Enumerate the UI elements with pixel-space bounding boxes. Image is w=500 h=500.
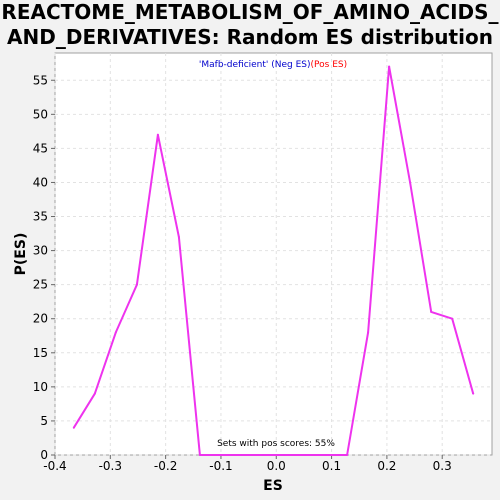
data-point	[346, 454, 349, 456]
series-layer	[72, 65, 475, 456]
y-tick-label: 40	[33, 175, 48, 189]
data-point	[451, 317, 454, 320]
grid	[54, 53, 492, 456]
x-tick-label: -0.3	[99, 459, 122, 473]
data-point	[114, 331, 117, 334]
data-point	[367, 331, 370, 334]
data-point	[388, 65, 391, 68]
chart-title-line-2: AND_DERIVATIVES: Random ES distribution	[7, 25, 493, 49]
y-tick-label: 55	[33, 73, 48, 87]
y-tick-label: 25	[33, 278, 48, 292]
y-tick-label: 15	[33, 346, 48, 360]
data-point	[430, 310, 433, 313]
chart-title: REACTOME_METABOLISM_OF_AMINO_ACIDS_ AND_…	[0, 0, 500, 50]
x-axis-ticks: -0.4 -0.3 -0.2 -0.1 0.0 0.1 0.2 0.3	[43, 455, 452, 473]
y-tick-label: 45	[33, 141, 48, 155]
legend-pos-label: (Pos ES)	[311, 60, 348, 70]
data-point	[325, 454, 328, 456]
legend: 'Mafb-deficient' (Neg ES)(Pos ES)	[199, 60, 347, 70]
data-point	[304, 454, 307, 456]
x-tick-label: 0.0	[267, 459, 286, 473]
x-tick-label: 0.2	[377, 459, 396, 473]
pos-score-annotation: Sets with pos scores: 55%	[217, 439, 335, 449]
x-tick-label: -0.1	[209, 459, 232, 473]
y-tick-label: 30	[33, 244, 48, 258]
data-point	[261, 454, 264, 456]
y-axis-ticks: 0 5 10 15 20 25 30 35 40 45 50 55	[33, 73, 55, 462]
data-point	[93, 392, 96, 395]
data-point	[198, 454, 201, 456]
x-axis-label: ES	[263, 478, 283, 494]
x-tick-label: 0.3	[433, 459, 452, 473]
y-tick-label: 10	[33, 380, 48, 394]
data-point	[156, 133, 159, 136]
x-tick-label: -0.2	[154, 459, 177, 473]
data-point	[219, 454, 222, 456]
legend-neg-label: 'Mafb-deficient' (Neg ES)	[199, 60, 311, 70]
data-point	[240, 454, 243, 456]
y-axis-label: P(ES)	[13, 233, 29, 276]
data-point	[177, 235, 180, 238]
data-point	[409, 181, 412, 184]
x-tick-label: 0.1	[322, 459, 341, 473]
y-tick-label: 50	[33, 107, 48, 121]
y-tick-label: 0	[40, 448, 48, 462]
x-tick-label: -0.4	[43, 459, 66, 473]
data-point	[283, 454, 286, 456]
y-tick-label: 20	[33, 312, 48, 326]
plot-area	[54, 52, 493, 456]
es-distribution-line	[72, 65, 475, 456]
data-point	[72, 426, 75, 429]
data-point	[472, 392, 475, 395]
chart-title-line-1: REACTOME_METABOLISM_OF_AMINO_ACIDS_	[1, 0, 499, 24]
y-tick-label: 35	[33, 210, 48, 224]
y-tick-label: 5	[40, 414, 48, 428]
data-point	[135, 283, 138, 286]
